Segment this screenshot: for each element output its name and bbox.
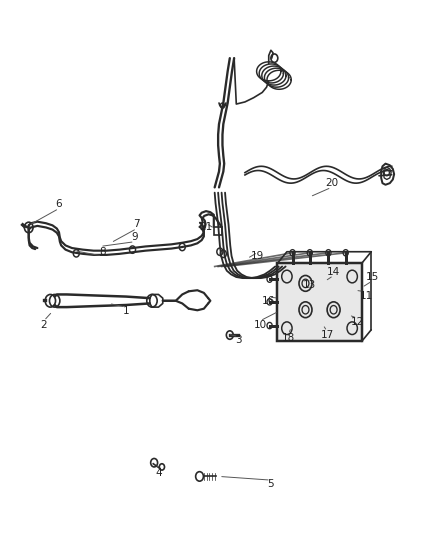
Text: 18: 18 xyxy=(282,333,295,343)
Text: 9: 9 xyxy=(131,232,138,243)
Text: 3: 3 xyxy=(235,335,242,345)
Bar xyxy=(214,227,222,235)
Text: 8: 8 xyxy=(99,247,106,257)
Text: 4: 4 xyxy=(155,469,162,478)
Text: 2: 2 xyxy=(41,319,47,329)
Bar xyxy=(277,263,362,342)
Text: 11: 11 xyxy=(360,290,373,301)
Text: 12: 12 xyxy=(351,317,364,327)
Text: 15: 15 xyxy=(366,272,379,282)
Text: 17: 17 xyxy=(321,330,334,340)
Text: 14: 14 xyxy=(327,267,340,277)
Text: 6: 6 xyxy=(56,199,62,209)
Text: 19: 19 xyxy=(251,251,265,261)
Text: 1: 1 xyxy=(123,306,129,316)
Text: 20: 20 xyxy=(325,178,338,188)
Text: 5: 5 xyxy=(268,479,274,489)
Text: 10: 10 xyxy=(254,319,267,329)
Text: 16: 16 xyxy=(262,296,276,306)
Text: 7: 7 xyxy=(134,219,140,229)
Text: 13: 13 xyxy=(303,280,316,290)
Text: 21: 21 xyxy=(199,222,213,232)
